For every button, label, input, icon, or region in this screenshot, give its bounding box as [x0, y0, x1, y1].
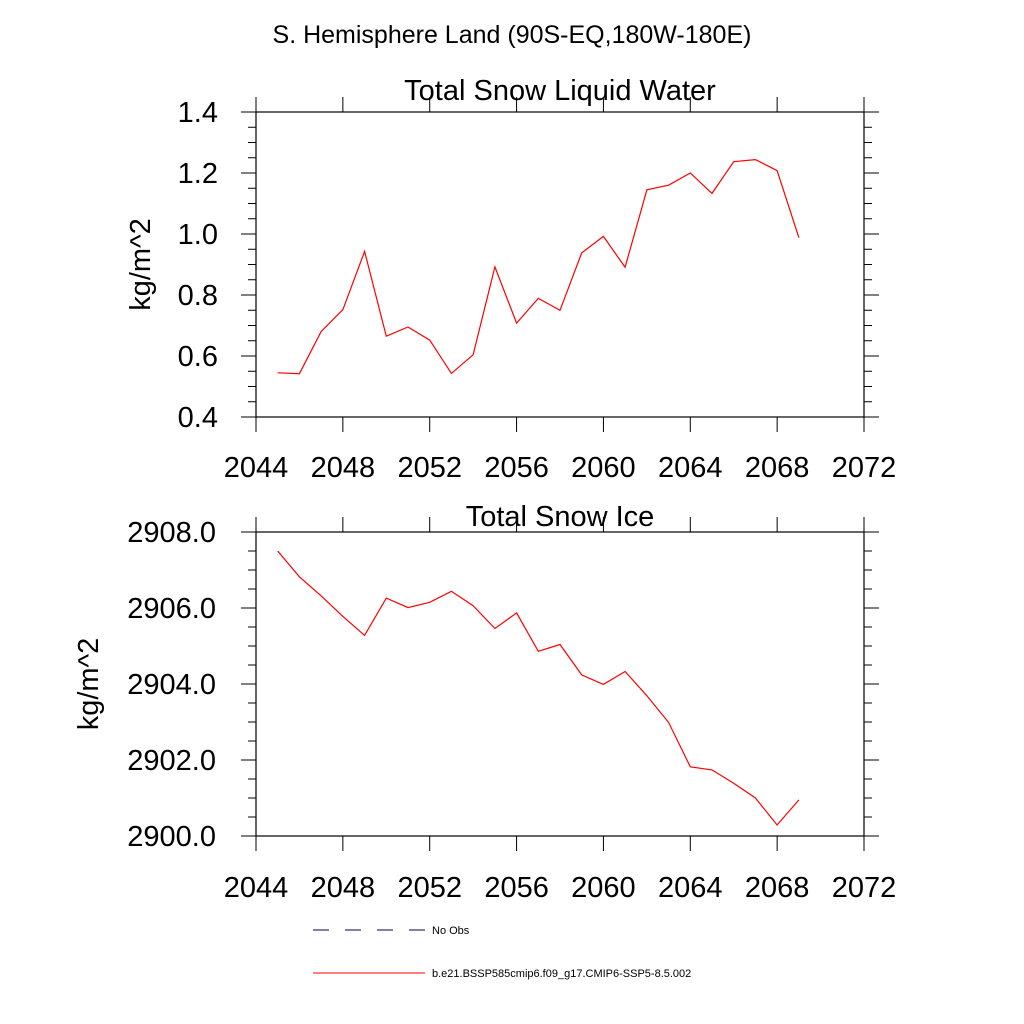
- panel-title: Total Snow Ice: [466, 501, 655, 533]
- x-tick-label: 2048: [311, 452, 376, 484]
- x-tick-label: 2068: [745, 872, 810, 904]
- legend-label: b.e21.BSSP585cmip6.f09_g17.CMIP6-SSP5-8.…: [432, 968, 691, 980]
- y-tick-label: 1.4: [178, 97, 218, 129]
- y-axis-label: kg/m^2: [125, 218, 157, 311]
- legend: No Obs b.e21.BSSP585cmip6.f09_g17.CMIP6-S…: [313, 925, 691, 980]
- y-tick-label: 1.2: [178, 158, 218, 190]
- y-axis-label: kg/m^2: [73, 638, 105, 731]
- x-tick-label: 2068: [745, 452, 810, 484]
- x-tick-label: 2052: [397, 872, 462, 904]
- x-tick-label: 2060: [571, 872, 636, 904]
- y-tick-label: 0.4: [178, 402, 218, 434]
- panel-title: Total Snow Liquid Water: [404, 75, 716, 107]
- series-line: [277, 158, 800, 375]
- panel-snow-ice: Total Snow Ice kg/m^2 2900.0 2902.0 2904.0 29…: [73, 501, 896, 904]
- plot-frame: [255, 111, 865, 418]
- plot-frame: [255, 531, 865, 837]
- y-tick-label: 2904.0: [127, 669, 216, 701]
- x-tick-label: 2072: [832, 872, 897, 904]
- y-tick-label: 2900.0: [127, 821, 216, 853]
- x-tick-label: 2060: [571, 452, 636, 484]
- x-tick-label: 2064: [658, 452, 723, 484]
- x-tick-label: 2064: [658, 872, 723, 904]
- y-tick-label: 2902.0: [127, 745, 216, 777]
- x-tick-label: 2056: [484, 452, 549, 484]
- y-tick-label: 2908.0: [127, 517, 216, 549]
- y-tick-label: 0.6: [178, 341, 218, 373]
- x-tick-label: 2056: [484, 872, 549, 904]
- y-tick-label: 1.0: [178, 219, 218, 251]
- x-tick-label: 2044: [224, 872, 289, 904]
- x-tick-label: 2052: [397, 452, 462, 484]
- y-tick-label: 2906.0: [127, 593, 216, 625]
- legend-label: No Obs: [432, 925, 470, 937]
- x-tick-label: 2048: [311, 872, 376, 904]
- x-tick-label: 2072: [832, 452, 897, 484]
- y-tick-label: 0.8: [178, 280, 218, 312]
- panel-snow-liquid-water: Total Snow Liquid Water kg/m^2 0.4 0.6 0.8 1.…: [125, 75, 896, 484]
- figure-title: S. Hemisphere Land (90S-EQ,180W-180E): [273, 21, 752, 49]
- x-tick-label: 2044: [224, 452, 289, 484]
- series-line: [277, 550, 800, 826]
